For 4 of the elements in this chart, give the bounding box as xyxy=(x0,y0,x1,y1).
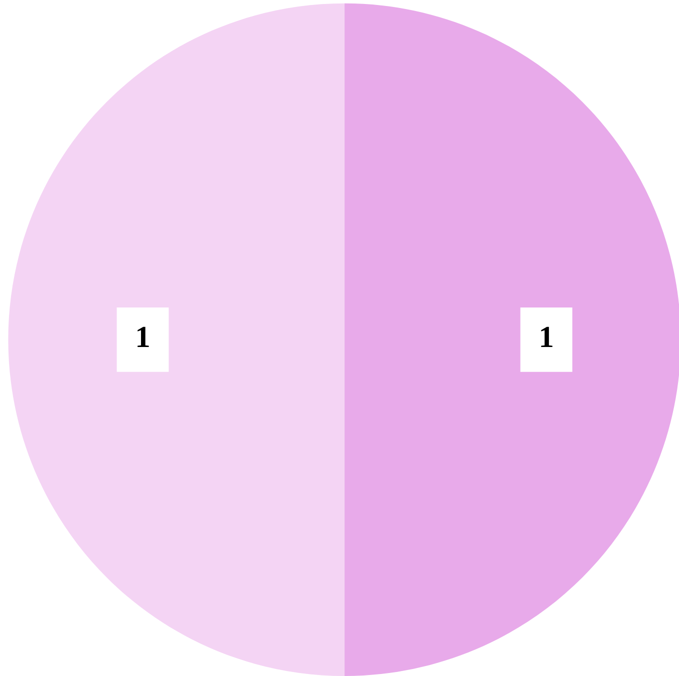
data-label: 1 xyxy=(541,326,552,348)
data-label: 1 xyxy=(138,326,149,348)
pie-slice xyxy=(344,3,679,676)
pie-slice xyxy=(8,3,345,676)
